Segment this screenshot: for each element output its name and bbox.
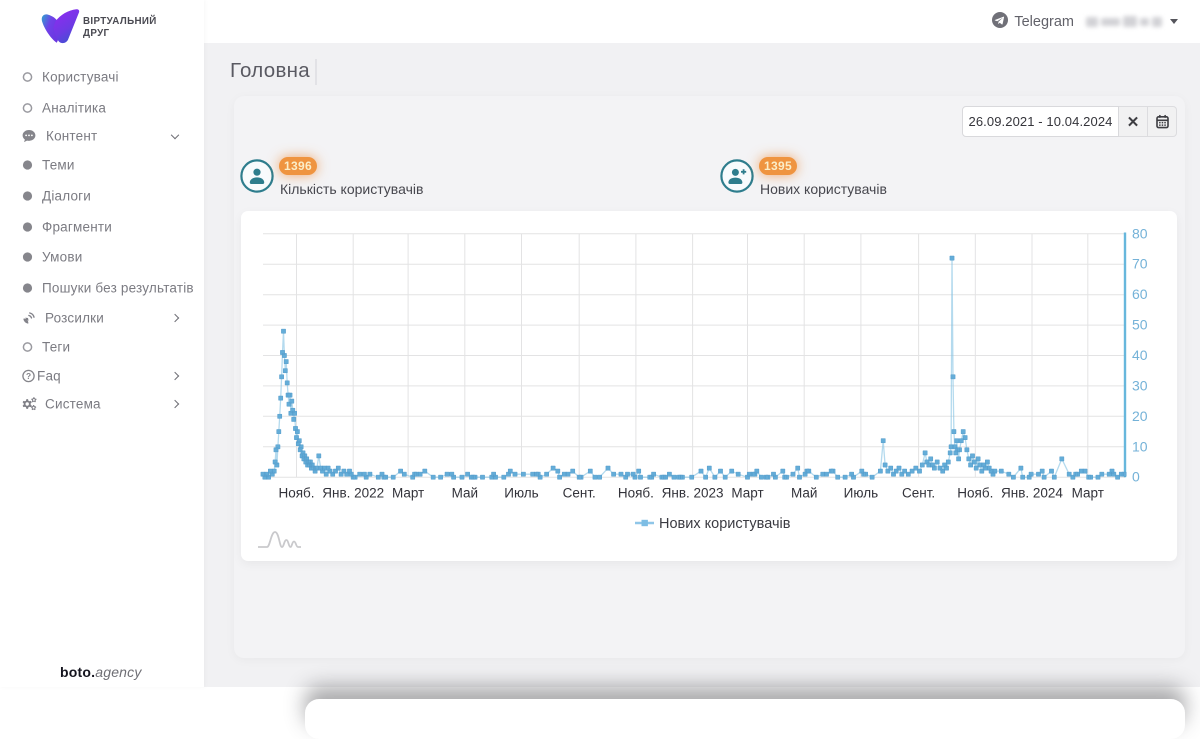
svg-text:Июль: Июль bbox=[844, 486, 878, 501]
svg-text:10: 10 bbox=[1132, 438, 1148, 454]
svg-text:Нояб.: Нояб. bbox=[278, 486, 314, 501]
svg-text:Янв. 2023: Янв. 2023 bbox=[662, 486, 724, 501]
svg-text:Сент.: Сент. bbox=[902, 486, 935, 501]
svg-text:60: 60 bbox=[1132, 286, 1148, 302]
svg-text:Март: Март bbox=[731, 486, 763, 501]
svg-text:30: 30 bbox=[1132, 377, 1148, 393]
svg-text:?: ? bbox=[26, 370, 31, 380]
svg-text:Нояб.: Нояб. bbox=[618, 486, 654, 501]
svg-text:50: 50 bbox=[1132, 317, 1148, 333]
svg-text:Май: Май bbox=[791, 486, 817, 501]
svg-text:80: 80 bbox=[1132, 225, 1148, 241]
svg-text:40: 40 bbox=[1132, 347, 1148, 363]
svg-text:20: 20 bbox=[1132, 408, 1148, 424]
svg-text:Янв. 2024: Янв. 2024 bbox=[1001, 486, 1063, 501]
svg-text:Нових користувачів: Нових користувачів bbox=[659, 516, 791, 532]
svg-text:Март: Март bbox=[1072, 486, 1104, 501]
svg-text:0: 0 bbox=[1132, 469, 1140, 485]
svg-text:Июль: Июль bbox=[504, 486, 538, 501]
svg-text:Март: Март bbox=[392, 486, 424, 501]
svg-text:Сент.: Сент. bbox=[563, 486, 596, 501]
svg-text:Нояб.: Нояб. bbox=[957, 486, 993, 501]
svg-text:Янв. 2022: Янв. 2022 bbox=[322, 486, 384, 501]
svg-text:Май: Май bbox=[452, 486, 478, 501]
svg-text:70: 70 bbox=[1132, 256, 1148, 272]
